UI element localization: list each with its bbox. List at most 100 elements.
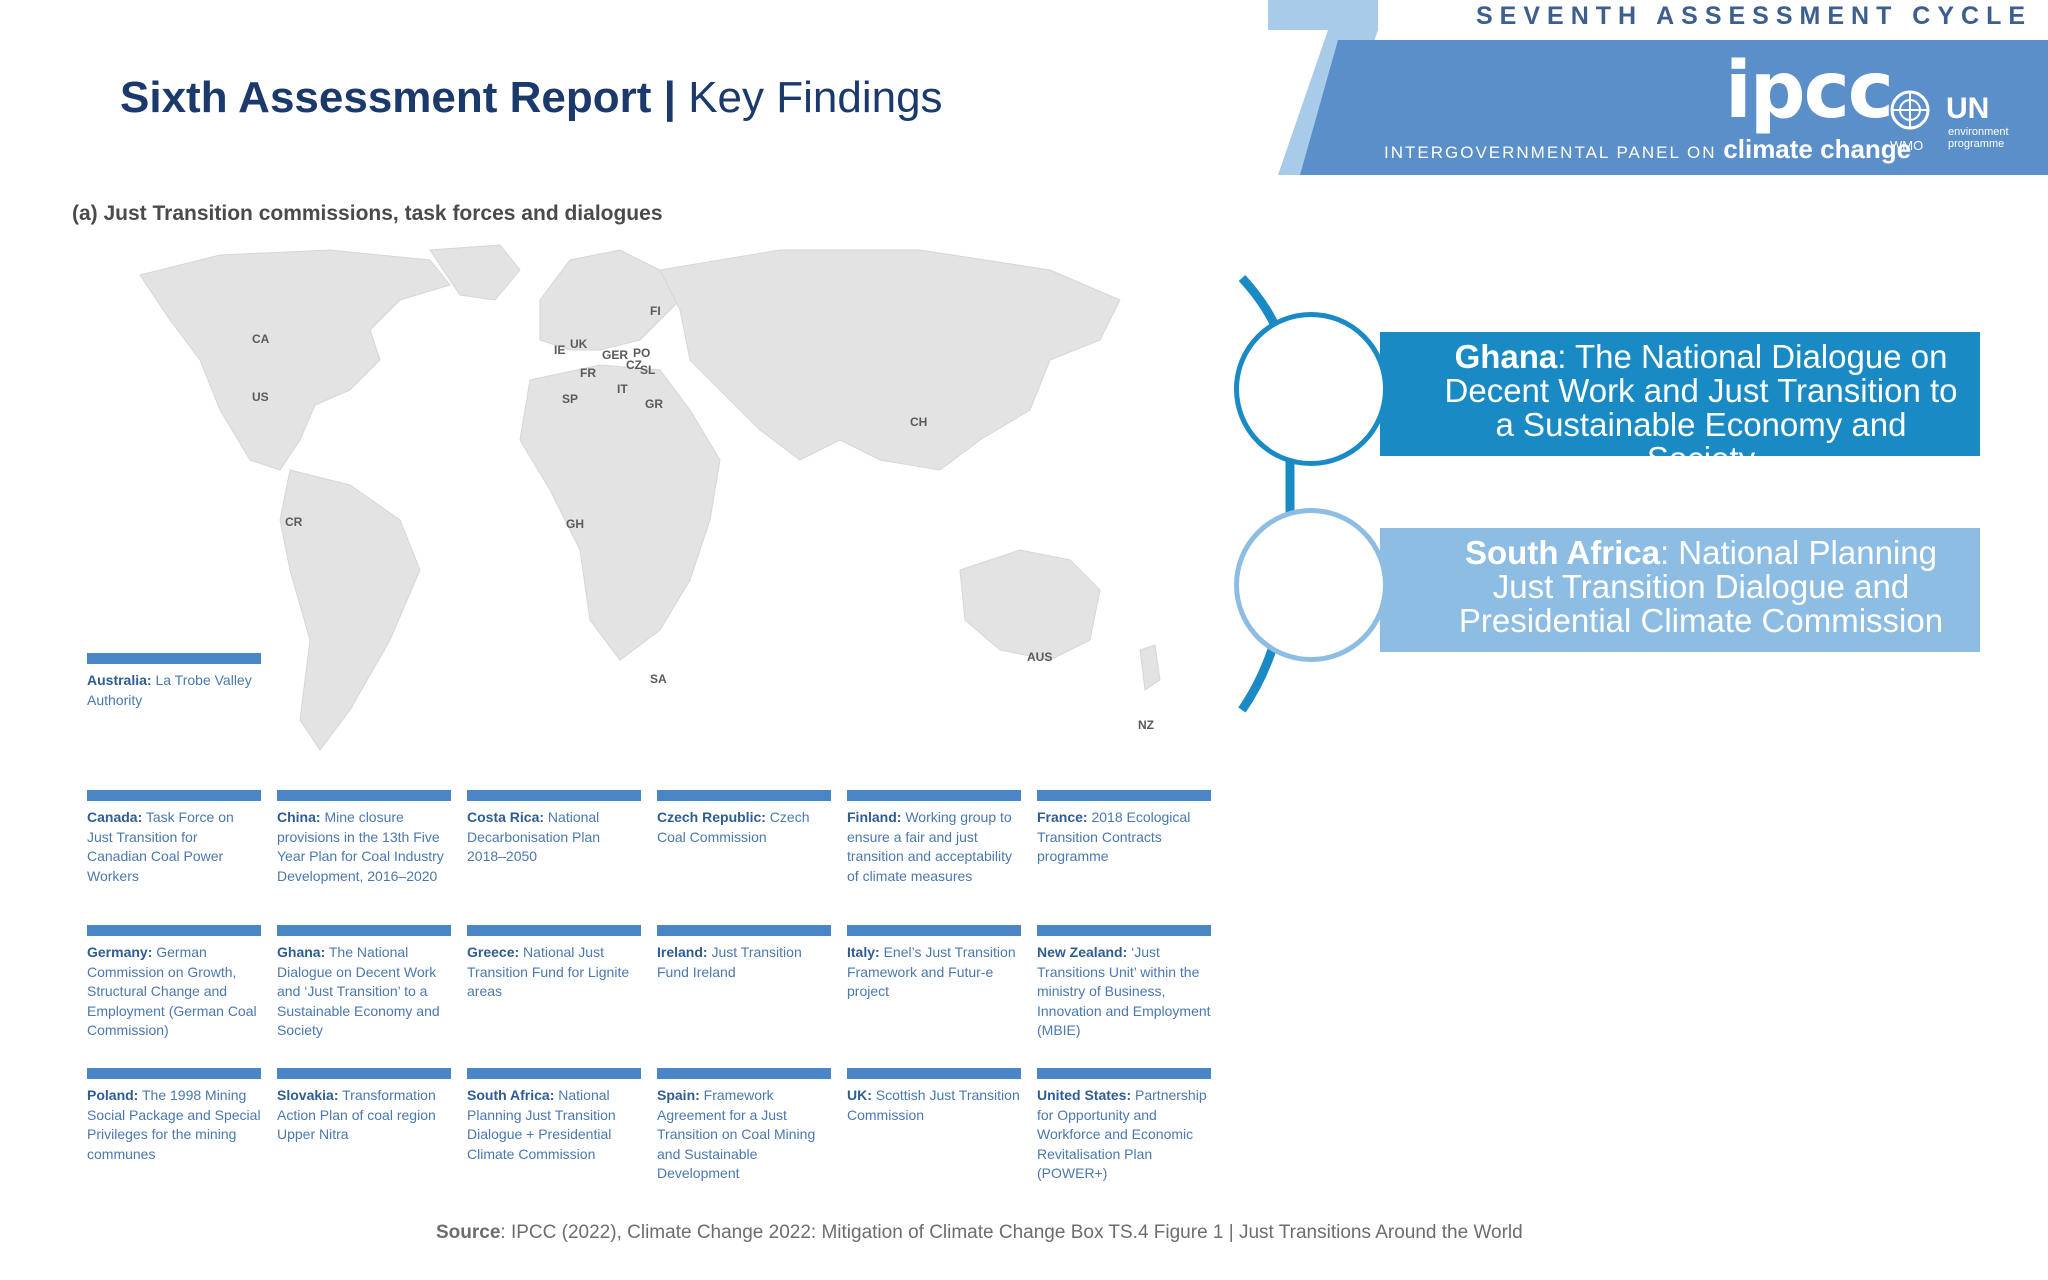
card-description: Mine closure provisions in the 13th Five… [277, 809, 444, 884]
callout-ghana: Ghana: The National Dialogue on Decent W… [1380, 332, 1980, 476]
card-text: New Zealand: ‘Just Transitions Unit’ wit… [1037, 943, 1211, 1041]
card-header-bar [467, 1068, 641, 1079]
ipcc-logo: ipcc [1725, 46, 1894, 136]
card-description: 2018 Ecological Transition Contracts pro… [1037, 809, 1191, 864]
card-text: China: Mine closure provisions in the 13… [277, 808, 451, 886]
card-header-bar [467, 790, 641, 801]
card-country: China: [277, 809, 321, 825]
callout-south-africa-circle [1234, 508, 1388, 662]
finding-card: South Africa: National Planning Just Tra… [467, 1068, 641, 1164]
ipcc-panel-name: INTERGOVERNMENTAL PANEL ON climate chang… [1384, 134, 1911, 165]
callout-south-africa-text: South Africa: National Planning Just Tra… [1380, 528, 1980, 638]
card-country: Spain: [657, 1087, 700, 1103]
card-header-bar [657, 790, 831, 801]
card-text: Poland: The 1998 Mining Social Package a… [87, 1086, 261, 1164]
card-country: Czech Republic: [657, 809, 766, 825]
country-code-it: IT [617, 382, 628, 396]
finding-card: Finland: Working group to ensure a fair … [847, 790, 1021, 886]
card-description: ‘Just Transitions Unit’ within the minis… [1037, 944, 1211, 1038]
card-description: Czech Coal Commission [657, 809, 810, 845]
card-text: UK: Scottish Just Transition Commission [847, 1086, 1021, 1125]
card-country: Canada: [87, 809, 143, 825]
card-country: Italy: [847, 944, 880, 960]
country-code-cr: CR [285, 515, 303, 529]
callout-south-africa-bg [1380, 528, 1980, 652]
callout-ghana-text: Ghana: The National Dialogue on Decent W… [1380, 332, 1980, 476]
source-note: Source: IPCC (2022), Climate Change 2022… [436, 1222, 1523, 1244]
card-header-bar [277, 925, 451, 936]
card-description: La Trobe Valley Authority [87, 672, 252, 708]
title-bold: Sixth Assessment Report | [120, 73, 676, 122]
card-header-bar [87, 1068, 261, 1079]
country-code-uk: UK [570, 337, 588, 351]
country-code-sp: SP [562, 392, 579, 406]
card-text: Canada: Task Force on Just Transition fo… [87, 808, 261, 886]
callout-panel: Ghana: The National Dialogue on Decent W… [1230, 270, 2010, 720]
card-header-bar [87, 653, 261, 664]
wmo-emblem-icon [1890, 90, 1930, 130]
card-header-bar [467, 925, 641, 936]
card-header-bar [1037, 1068, 1211, 1079]
card-description: Enel’s Just Transition Framework and Fut… [847, 944, 1016, 999]
card-description: Transformation Action Plan of coal regio… [277, 1087, 436, 1142]
africa-shape [519, 364, 721, 661]
country-code-ch: CH [910, 415, 928, 429]
country-code-po: PO [633, 346, 651, 360]
world-map [139, 244, 1161, 751]
card-text: Germany: German Commission on Growth, St… [87, 943, 261, 1041]
country-code-ie: IE [554, 343, 566, 357]
card-description: Framework Agreement for a Just Transitio… [657, 1087, 816, 1181]
card-text: Finland: Working group to ensure a fair … [847, 808, 1021, 886]
card-description: Just Transition Fund Ireland [657, 944, 802, 980]
card-country: South Africa: [467, 1087, 555, 1103]
country-code-ger: GER [602, 348, 629, 362]
banner-band [1300, 40, 2048, 175]
finding-card: New Zealand: ‘Just Transitions Unit’ wit… [1037, 925, 1211, 1041]
card-country: Slovakia: [277, 1087, 339, 1103]
card-text: Czech Republic: Czech Coal Commission [657, 808, 831, 847]
finding-card: France: 2018 Ecological Transition Contr… [1037, 790, 1211, 867]
card-text: South Africa: National Planning Just Tra… [467, 1086, 641, 1164]
finding-card: Czech Republic: Czech Coal Commission [657, 790, 831, 847]
card-description: Task Force on Just Transition for Canadi… [87, 809, 234, 884]
card-description: Partnership for Opportunity and Workforc… [1037, 1087, 1207, 1181]
card-header-bar [87, 925, 261, 936]
callout-ghana-circle [1234, 312, 1388, 466]
finding-card: Spain: Framework Agreement for a Just Tr… [657, 1068, 831, 1184]
greenland-shape [429, 244, 521, 301]
card-header-bar [847, 790, 1021, 801]
finding-card: Slovakia: Transformation Action Plan of … [277, 1068, 451, 1145]
country-code-ca: CA [252, 332, 270, 346]
card-country: Ghana: [277, 944, 326, 960]
card-description: National Planning Just Transition Dialog… [467, 1087, 616, 1162]
finding-card: UK: Scottish Just Transition Commission [847, 1068, 1021, 1125]
finding-card: Ireland: Just Transition Fund Ireland [657, 925, 831, 982]
finding-card: Costa Rica: National Decarbonisation Pla… [467, 790, 641, 867]
page-title: Sixth Assessment Report | Key Findings [120, 70, 943, 126]
finding-card: Australia: La Trobe Valley Authority [87, 653, 261, 710]
finding-card: Germany: German Commission on Growth, St… [87, 925, 261, 1041]
card-text: Italy: Enel’s Just Transition Framework … [847, 943, 1021, 1002]
card-country: Germany: [87, 944, 153, 960]
card-header-bar [657, 925, 831, 936]
card-description: The National Dialogue on Decent Work and… [277, 944, 440, 1038]
country-code-cz: CZ [626, 358, 642, 372]
ipcc-banner [1268, 0, 2048, 175]
card-text: Ghana: The National Dialogue on Decent W… [277, 943, 451, 1041]
card-header-bar [277, 1068, 451, 1079]
source-label: Source [436, 1222, 501, 1243]
card-header-bar [87, 790, 261, 801]
finding-card: China: Mine closure provisions in the 13… [277, 790, 451, 886]
panel-prefix: INTERGOVERNMENTAL PANEL ON [1384, 143, 1717, 162]
card-country: Ireland: [657, 944, 708, 960]
country-code-fr: FR [580, 366, 596, 380]
source-text: : IPCC (2022), Climate Change 2022: Miti… [500, 1222, 1523, 1243]
finding-card: Italy: Enel’s Just Transition Framework … [847, 925, 1021, 1002]
callout-ghana-country: Ghana [1454, 338, 1558, 375]
card-text: United States: Partnership for Opportuni… [1037, 1086, 1211, 1184]
card-text: Costa Rica: National Decarbonisation Pla… [467, 808, 641, 867]
europe-shape [539, 249, 681, 351]
un-label: UN [1946, 92, 1990, 125]
card-country: Finland: [847, 809, 902, 825]
card-text: Australia: La Trobe Valley Authority [87, 671, 261, 710]
